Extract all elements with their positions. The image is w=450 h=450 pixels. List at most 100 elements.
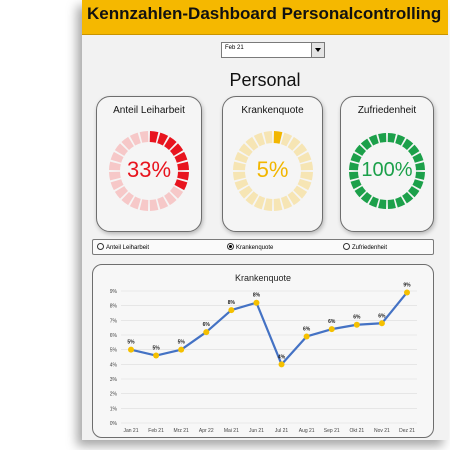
data-label: 6% (328, 319, 336, 325)
ring-segment (354, 186, 366, 198)
radio-label: Zufriedenheit (352, 245, 388, 251)
data-label: 5% (178, 340, 186, 346)
kpi-donut-krankenquote (233, 131, 313, 211)
x-tick-label: Sep 21 (324, 428, 340, 434)
data-label: 6% (203, 322, 211, 328)
radio-label: Anteil Leiharbeit (106, 245, 150, 251)
ring-segment (273, 198, 283, 211)
ring-segment (300, 161, 313, 171)
ring-segment (234, 178, 249, 191)
ring-segment (253, 195, 266, 210)
y-tick-label: 0% (110, 421, 118, 427)
data-label: 5% (127, 340, 135, 346)
kpi-card-anteil-leiharbeit: Anteil Leiharbeit 33% (96, 96, 202, 232)
ring-segment (395, 196, 406, 208)
radio-circle[interactable] (227, 243, 234, 250)
ring-segment (395, 134, 406, 146)
radio-circle[interactable] (343, 243, 350, 250)
x-tick-label: Nov 21 (374, 428, 390, 434)
y-tick-label: 2% (110, 392, 118, 398)
ring-segment (273, 131, 283, 144)
ring-segment (109, 171, 121, 181)
ring-segment (149, 131, 159, 143)
ring-segment (121, 136, 134, 150)
ring-segment (157, 132, 169, 146)
ring-segment (387, 199, 396, 209)
y-tick-label: 7% (110, 318, 118, 324)
radio-circle[interactable] (97, 243, 104, 250)
data-label: 6% (303, 326, 311, 332)
krankenquote-line-chart: Krankenquote 0% 1% 2% 3% 4% 5% 6% 7% 8% 9% Jan 21 F… (110, 273, 417, 434)
ring-segment (287, 191, 301, 206)
data-point (328, 326, 335, 333)
ring-segment (157, 196, 169, 210)
kpi-radio-group: Anteil Leiharbeit Krankenquote Zufrieden… (92, 239, 434, 255)
data-label: 4% (278, 354, 286, 360)
data-label: 6% (353, 315, 361, 321)
x-tick-label: Mai 21 (224, 428, 239, 434)
kpi-title: Zufriedenheit (357, 105, 417, 116)
radio-anteil-leiharbeit[interactable]: Anteil Leiharbeit (97, 243, 149, 251)
radio-label: Krankenquote (236, 245, 274, 251)
ring-segment (412, 152, 424, 163)
chevron-down-icon[interactable] (311, 43, 324, 57)
x-tick-label: Mrz 21 (174, 428, 190, 434)
ring-segment (164, 192, 177, 206)
data-point (178, 346, 185, 353)
x-tick-label: Feb 21 (148, 428, 164, 434)
ring-segment (378, 199, 387, 209)
data-point (353, 321, 360, 328)
ring-segment (360, 138, 372, 150)
radio-krankenquote[interactable]: Krankenquote (227, 243, 273, 251)
ring-segment (378, 133, 387, 143)
ring-segment (408, 186, 420, 198)
title-bar: Kennzahlen-Dashboard Personalcontrolling (82, 0, 448, 35)
kpi-donut-zufriedenheit (349, 133, 425, 209)
month-dropdown[interactable]: Feb 21 (221, 42, 325, 58)
x-tick-label: Apr 22 (199, 428, 214, 434)
ring-segment (233, 171, 246, 181)
data-point (203, 329, 210, 336)
ring-segment (233, 161, 246, 171)
ring-segment (129, 196, 141, 210)
ring-segment (170, 143, 184, 156)
ring-segment (114, 143, 128, 156)
series-line (130, 291, 408, 366)
data-label: 5% (152, 346, 160, 352)
ring-segment (287, 136, 301, 151)
ring-segment (368, 196, 379, 208)
kpi-donut-leiharbeit (109, 131, 189, 211)
section-heading: Personal (229, 70, 301, 90)
ring-segment (293, 143, 308, 157)
ring-segment (114, 186, 128, 199)
chart-card: Krankenquote 0% 1% 2% 3% 4% 5% 6% 7% 8% 9% Jan 21 F… (92, 264, 434, 438)
y-tick-label: 9% (110, 289, 118, 295)
ring-segment (354, 144, 366, 156)
kpi-title: Anteil Leiharbeit (113, 105, 185, 116)
data-label: 9% (403, 282, 411, 288)
ring-segment (253, 132, 266, 147)
data-label: 8% (228, 300, 236, 306)
x-tick-label: Jun 21 (249, 428, 264, 434)
ring-segment (297, 178, 312, 191)
data-point (404, 289, 410, 296)
y-tick-label: 5% (110, 348, 118, 354)
dashboard-sheet: Kennzahlen-Dashboard Personalcontrolling… (82, 0, 448, 440)
radio-zufriedenheit[interactable]: Zufriedenheit (343, 243, 387, 251)
ring-segment (349, 162, 359, 171)
ring-segment (415, 162, 425, 171)
ring-segment (238, 143, 253, 157)
x-tick-label: Aug 21 (299, 428, 315, 434)
data-label: 8% (253, 293, 261, 299)
data-point (128, 346, 134, 353)
y-tick-label: 1% (110, 406, 118, 412)
ring-segment (110, 179, 124, 191)
ring-segment (110, 151, 124, 163)
month-dropdown-value: Feb 21 (225, 45, 244, 51)
chart-title: Krankenquote (235, 273, 291, 283)
ring-segment (164, 136, 177, 150)
ring-segment (368, 134, 379, 146)
ring-segment (297, 151, 312, 164)
ring-segment (402, 138, 414, 150)
ring-segment (234, 151, 249, 164)
